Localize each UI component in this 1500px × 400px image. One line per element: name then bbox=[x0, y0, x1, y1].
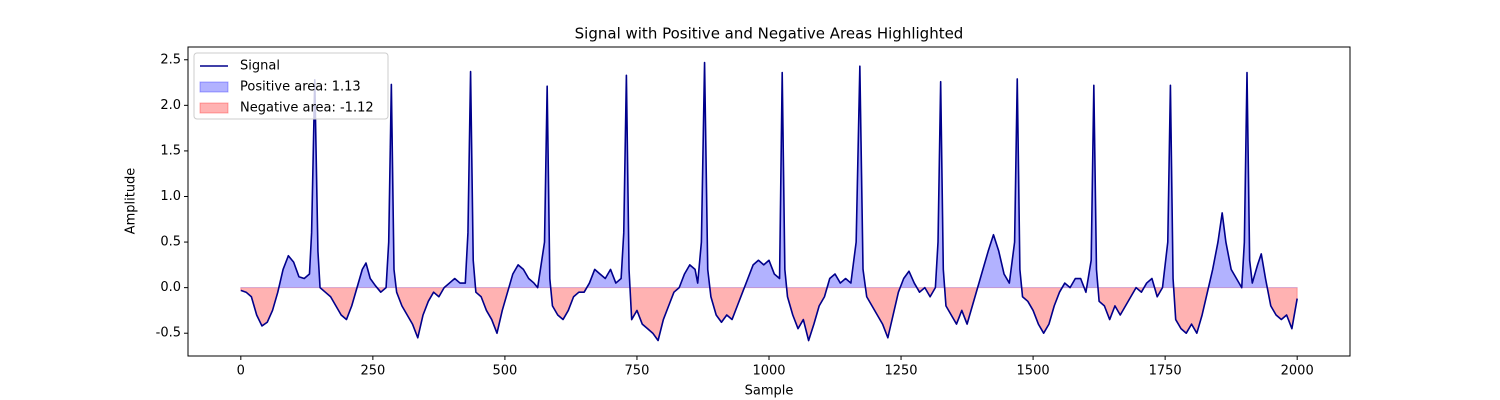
x-tick-label: 250 bbox=[360, 364, 385, 379]
legend-patch bbox=[199, 81, 229, 93]
legend-label: Positive area: 1.13 bbox=[240, 80, 361, 95]
signal-line bbox=[240, 61, 1298, 342]
legend-patch bbox=[199, 102, 229, 114]
y-tick-label: 2.5 bbox=[160, 52, 181, 67]
y-tick-label: 0.0 bbox=[160, 280, 181, 295]
x-tick-label: 500 bbox=[492, 364, 517, 379]
legend-label: Signal bbox=[240, 59, 280, 74]
x-tick-label: 1000 bbox=[752, 364, 785, 379]
x-tick-label: 1500 bbox=[1017, 364, 1050, 379]
x-tick-label: 750 bbox=[625, 364, 650, 379]
x-axis-label: Sample bbox=[745, 384, 794, 399]
y-tick-label: 1.0 bbox=[160, 189, 181, 204]
legend-label: Negative area: -1.12 bbox=[240, 101, 374, 116]
x-tick-label: 1750 bbox=[1149, 364, 1182, 379]
x-tick-label: 2000 bbox=[1281, 364, 1314, 379]
y-tick-label: 1.5 bbox=[160, 143, 181, 158]
y-tick-label: 2.0 bbox=[160, 98, 181, 113]
y-tick-label: 0.5 bbox=[160, 235, 181, 250]
legend-box bbox=[193, 52, 389, 120]
chart-title: Signal with Positive and Negative Areas … bbox=[575, 25, 964, 43]
y-tick-label: -0.5 bbox=[156, 326, 181, 341]
y-axis-label: Amplitude bbox=[124, 168, 139, 235]
x-tick-label: 1250 bbox=[884, 364, 917, 379]
legend: Signal Positive area: 1.13 Negative area: … bbox=[193, 52, 389, 120]
x-tick-label: 0 bbox=[237, 364, 245, 379]
